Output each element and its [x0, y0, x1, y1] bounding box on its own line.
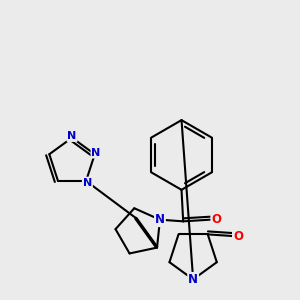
- Text: O: O: [233, 230, 243, 242]
- Text: O: O: [212, 213, 221, 226]
- Text: N: N: [188, 273, 198, 286]
- Text: N: N: [68, 131, 77, 141]
- Text: N: N: [92, 148, 101, 158]
- Text: N: N: [155, 213, 165, 226]
- Text: N: N: [83, 178, 92, 188]
